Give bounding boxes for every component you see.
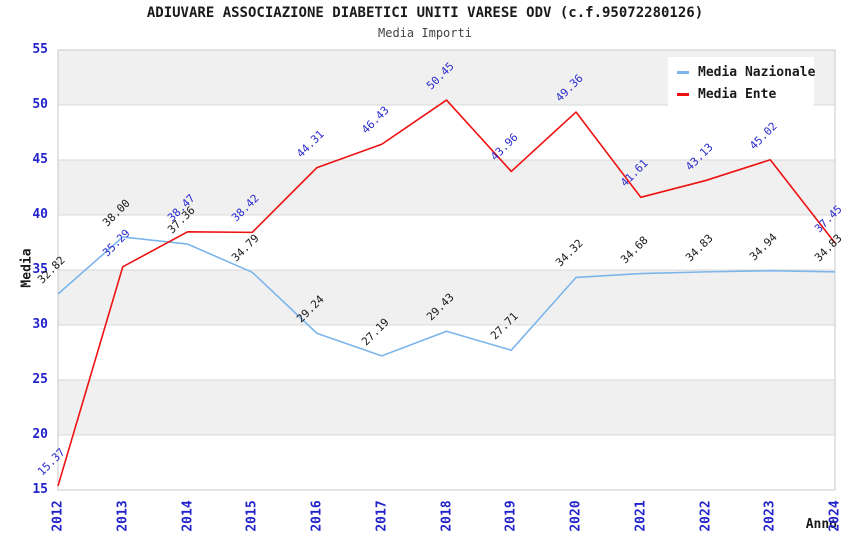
legend-item-media-nazionale: Media Nazionale — [677, 61, 815, 83]
x-tick-label: 2015 — [244, 500, 260, 532]
x-tick-label: 2020 — [568, 500, 584, 532]
x-tick-label: 2014 — [180, 500, 195, 532]
x-tick-label: 2013 — [115, 500, 131, 532]
y-tick-label: 45 — [32, 152, 48, 167]
legend-label: Media Ente — [698, 86, 777, 102]
y-tick-label: 35 — [32, 262, 48, 277]
series-line-media-nazionale — [57, 236, 836, 357]
line-swatch-icon — [677, 70, 689, 74]
x-tick-label: 2024 — [827, 500, 843, 532]
plot-band — [58, 380, 835, 435]
x-axis-title: Anno — [805, 517, 837, 532]
x-tick-label: 2023 — [762, 500, 778, 532]
y-tick-label: 55 — [32, 42, 48, 57]
plot-border — [57, 49, 836, 491]
legend: Media Nazionale Media Ente — [668, 57, 815, 109]
y-tick-label: 40 — [32, 207, 48, 222]
chart-subtitle: Media Importi — [378, 26, 472, 40]
x-tick-label: 2017 — [374, 500, 390, 532]
y-tick-label: 50 — [32, 97, 48, 112]
y-tick-label: 25 — [32, 372, 48, 387]
x-tick-label: 2022 — [698, 500, 713, 532]
line-swatch-icon — [677, 92, 689, 96]
y-tick-label: 30 — [32, 317, 48, 332]
x-tick-label: 2021 — [633, 500, 649, 532]
x-tick-label: 2018 — [439, 500, 454, 532]
x-tick-label: 2012 — [50, 500, 66, 532]
y-tick-label: 20 — [32, 427, 48, 442]
y-tick-label: 15 — [32, 482, 48, 497]
legend-label: Media Nazionale — [698, 64, 816, 80]
legend-item-media-ente: Media Ente — [677, 83, 810, 105]
x-tick-label: 2016 — [309, 500, 325, 532]
chart-title: ADIUVARE ASSOCIAZIONE DIABETICI UNITI VA… — [146, 5, 704, 21]
series-line-media-ente — [57, 99, 836, 487]
plot-band — [58, 270, 835, 325]
x-tick-label: 2019 — [503, 500, 519, 532]
plot-band — [58, 160, 835, 215]
